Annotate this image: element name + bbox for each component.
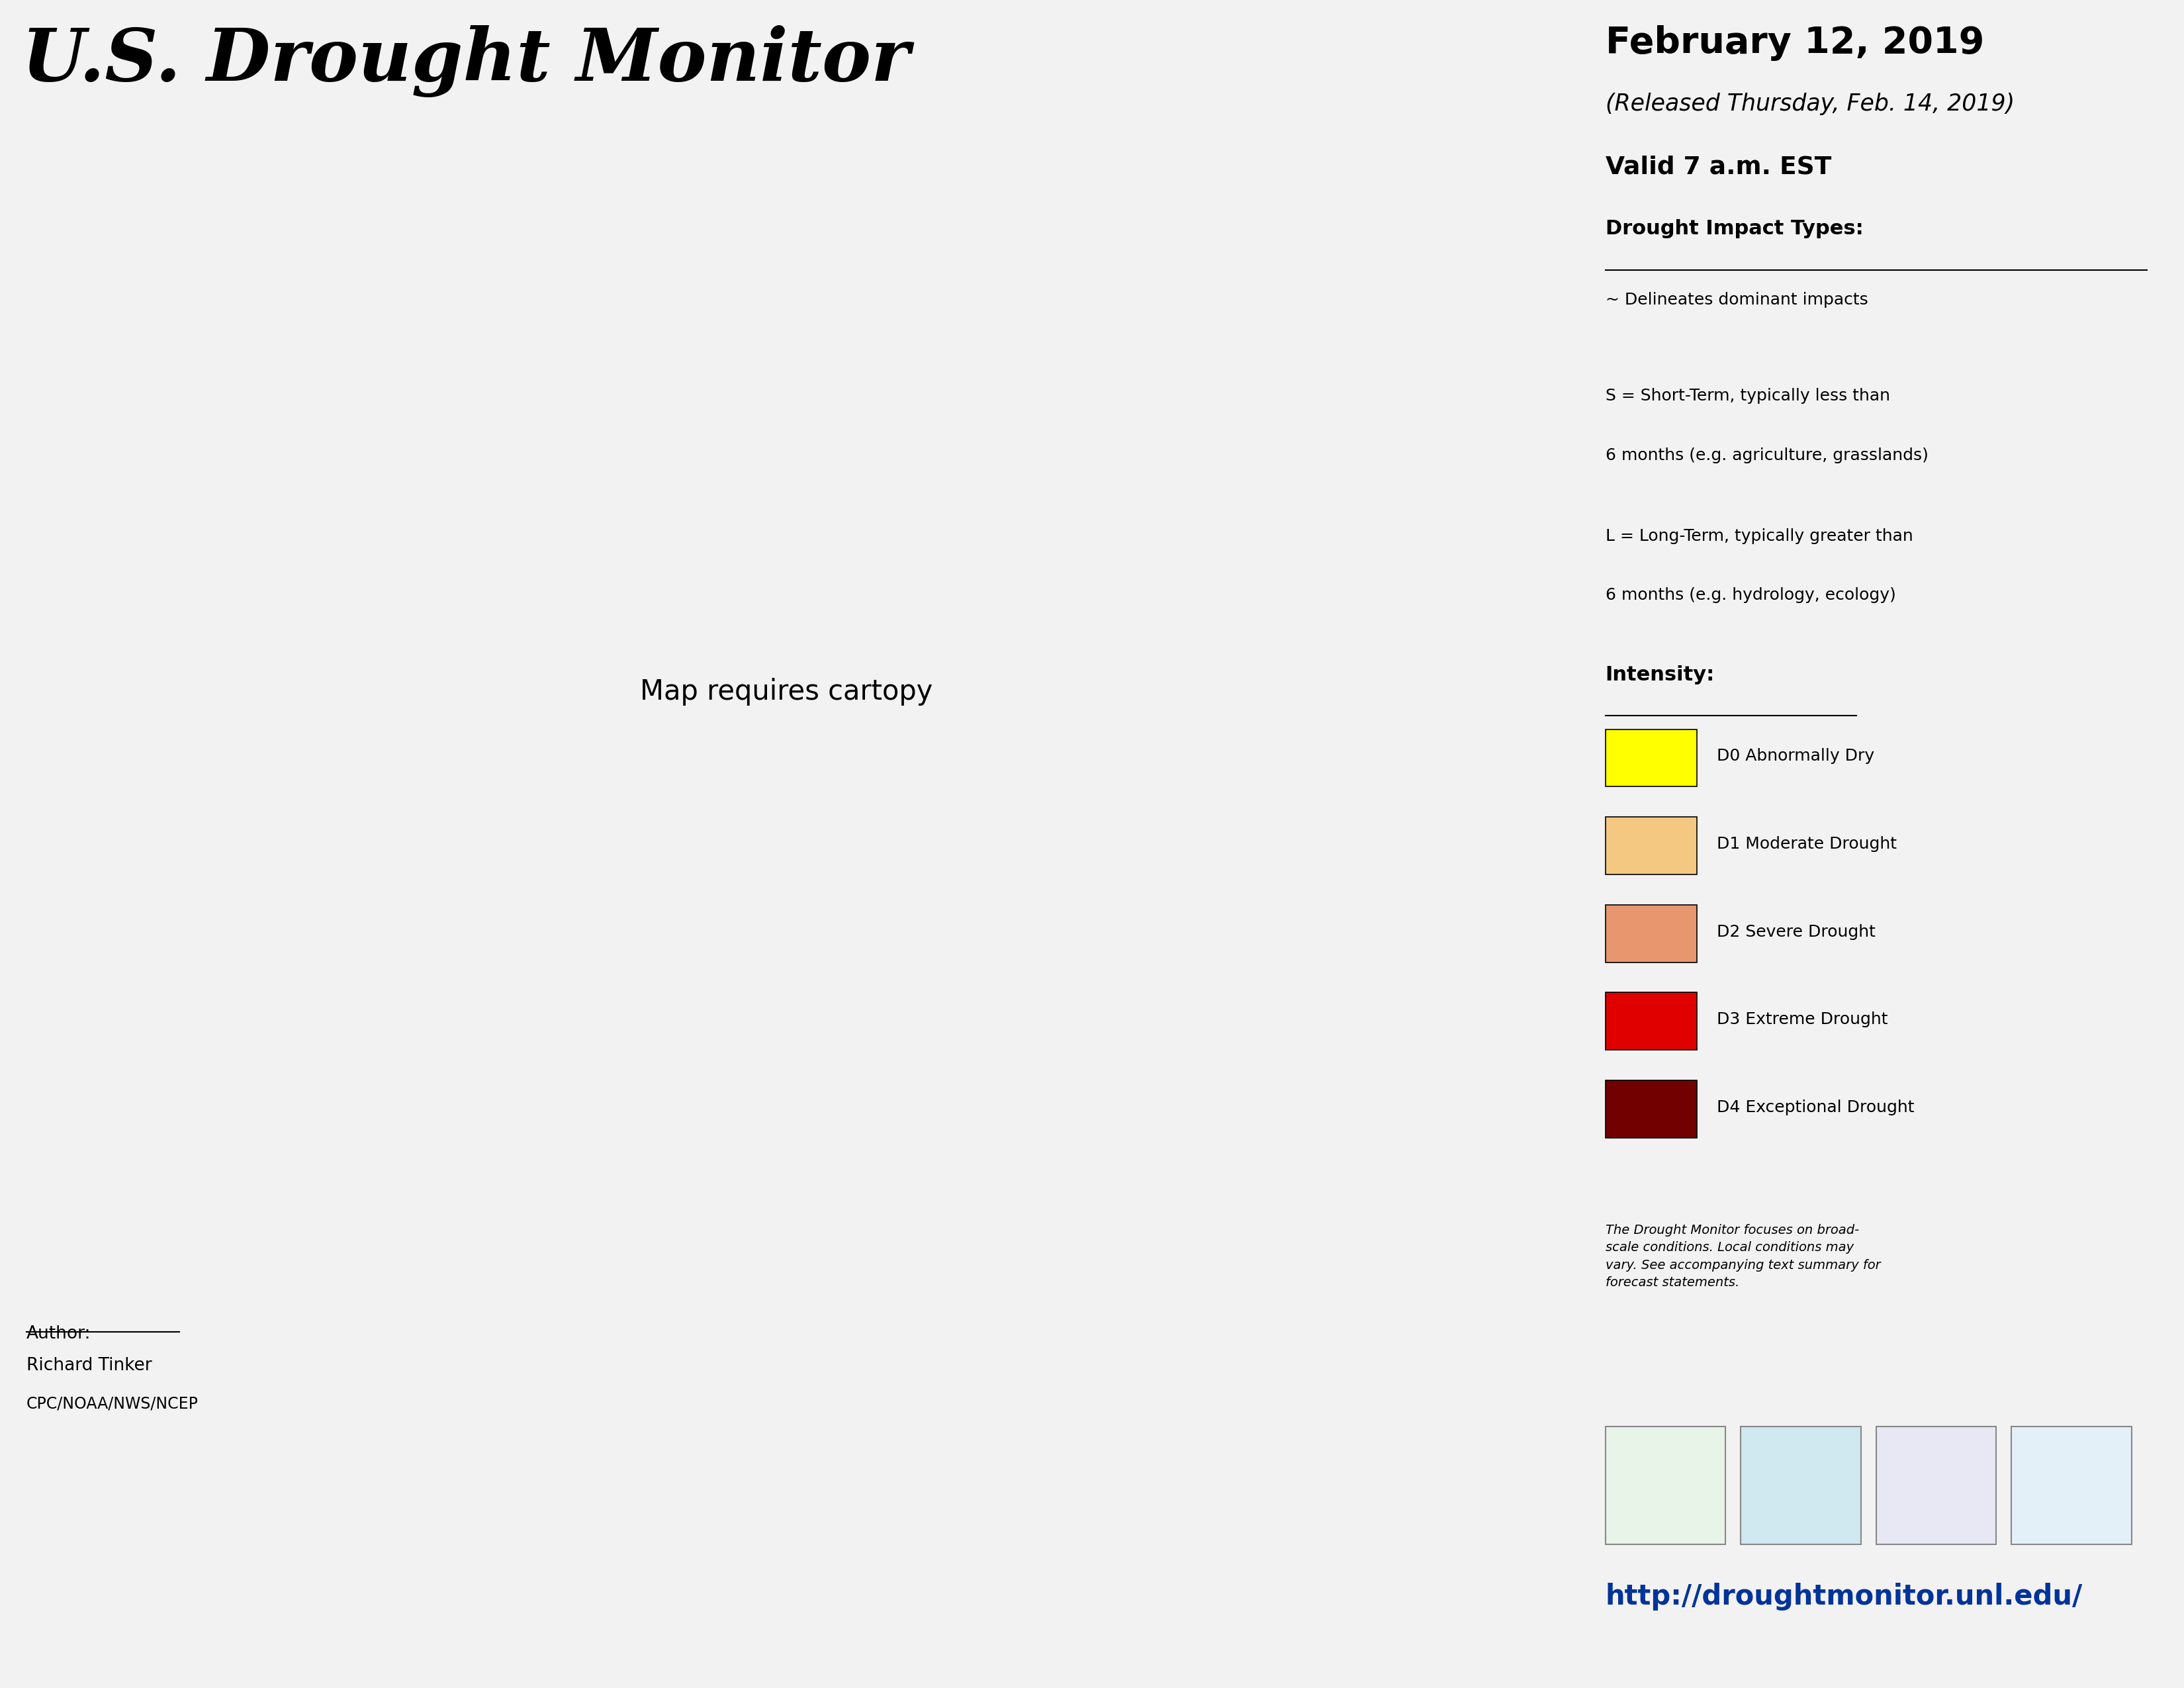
Text: D4 Exceptional Drought: D4 Exceptional Drought — [1717, 1099, 1913, 1116]
Text: S = Short-Term, typically less than: S = Short-Term, typically less than — [1605, 388, 1889, 403]
Text: Author:: Author: — [26, 1325, 92, 1342]
Text: NDMC: NDMC — [1780, 1479, 1821, 1492]
Text: The Drought Monitor focuses on broad-
scale conditions. Local conditions may
var: The Drought Monitor focuses on broad- sc… — [1605, 1224, 1880, 1290]
Text: D2 Severe Drought: D2 Severe Drought — [1717, 923, 1876, 940]
Text: http://droughtmonitor.unl.edu/: http://droughtmonitor.unl.edu/ — [1605, 1583, 2084, 1610]
Text: D0 Abnormally Dry: D0 Abnormally Dry — [1717, 748, 1874, 765]
Text: D3 Extreme Drought: D3 Extreme Drought — [1717, 1011, 1887, 1028]
Text: NOAA: NOAA — [2053, 1479, 2090, 1492]
Text: February 12, 2019: February 12, 2019 — [1605, 25, 1983, 61]
Text: Map requires cartopy: Map requires cartopy — [640, 679, 933, 706]
Text: DOC: DOC — [1922, 1479, 1950, 1492]
Text: Intensity:: Intensity: — [1605, 665, 1714, 684]
Text: L = Long-Term, typically greater than: L = Long-Term, typically greater than — [1605, 528, 1913, 544]
Text: Valid 7 a.m. EST: Valid 7 a.m. EST — [1605, 155, 1830, 179]
Text: Drought Impact Types:: Drought Impact Types: — [1605, 219, 1863, 238]
Text: U.S. Drought Monitor: U.S. Drought Monitor — [22, 25, 911, 98]
Text: D1 Moderate Drought: D1 Moderate Drought — [1717, 836, 1896, 852]
Text: 6 months (e.g. hydrology, ecology): 6 months (e.g. hydrology, ecology) — [1605, 587, 1896, 603]
Text: Richard Tinker: Richard Tinker — [26, 1357, 151, 1374]
Text: ~ Delineates dominant impacts: ~ Delineates dominant impacts — [1605, 292, 1867, 307]
Text: CPC/NOAA/NWS/NCEP: CPC/NOAA/NWS/NCEP — [26, 1396, 199, 1411]
Text: USDA: USDA — [1647, 1479, 1684, 1492]
Text: 6 months (e.g. agriculture, grasslands): 6 months (e.g. agriculture, grasslands) — [1605, 447, 1928, 463]
Text: (Released Thursday, Feb. 14, 2019): (Released Thursday, Feb. 14, 2019) — [1605, 93, 2014, 115]
